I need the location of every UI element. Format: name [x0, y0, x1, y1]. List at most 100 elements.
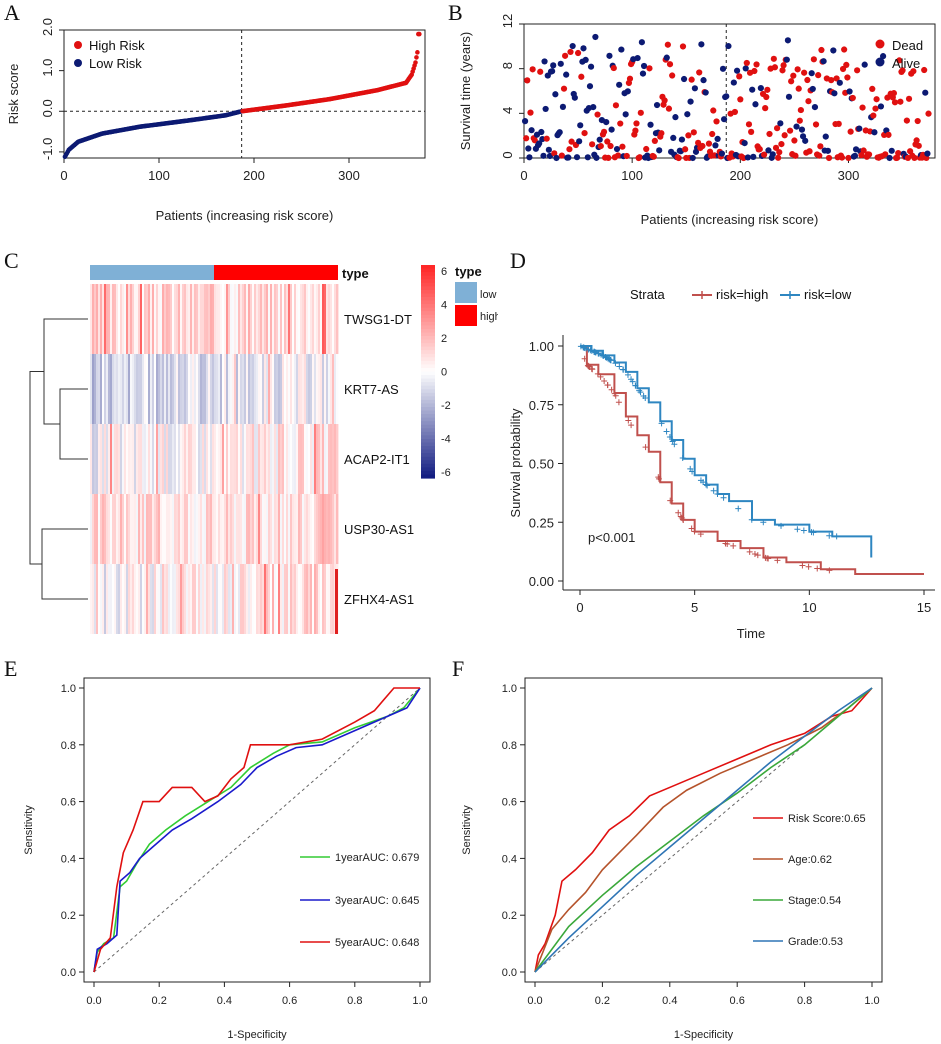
- heatmap-cell: [216, 424, 219, 494]
- heatmap-cell: [240, 284, 243, 354]
- y-tick-label: 0.50: [529, 457, 554, 472]
- survival-point: [647, 121, 654, 128]
- survival-point: [538, 128, 545, 136]
- heatmap-cell: [106, 564, 109, 634]
- heatmap-cell: [208, 564, 211, 634]
- heatmap-cell: [140, 424, 143, 494]
- heatmap-cell: [218, 494, 221, 564]
- heatmap-cell: [292, 494, 295, 564]
- survival-point: [751, 67, 758, 75]
- survival-point: [691, 85, 698, 92]
- x-tick-label: 0.4: [662, 995, 677, 1007]
- heatmap-cell: [130, 284, 133, 354]
- survival-point: [581, 130, 588, 137]
- heatmap-cell: [288, 284, 291, 354]
- panel-b-survival-time: 0 4 8 12 0 100 200 300 Patients (increasing risk…: [458, 14, 936, 227]
- survival-point: [622, 111, 629, 118]
- survival-point: [830, 47, 837, 54]
- heatmap-cell: [326, 284, 329, 354]
- heatmap-cell: [182, 424, 185, 494]
- heatmap-cell: [300, 284, 303, 354]
- heatmap-cell: [96, 494, 99, 564]
- survival-point: [658, 130, 665, 137]
- heatmap-cell: [196, 494, 199, 564]
- heatmap-cell: [264, 354, 267, 424]
- survival-point: [567, 48, 574, 56]
- censor-mark: [597, 373, 604, 380]
- heatmap-cell: [248, 424, 251, 494]
- gene-label: USP30-AS1: [344, 522, 414, 537]
- legend-marker-high: [74, 41, 82, 49]
- heatmap-cell: [108, 284, 111, 354]
- survival-point: [698, 41, 705, 48]
- heatmap-cell: [242, 284, 245, 354]
- heatmap-cell: [262, 284, 265, 354]
- survival-point: [783, 56, 790, 63]
- colorbar-segment: [421, 321, 435, 326]
- survival-point: [600, 128, 608, 135]
- survival-point: [557, 60, 564, 67]
- heatmap-cell: [204, 494, 207, 564]
- heatmap-cell: [220, 354, 223, 424]
- heatmap-cell: [232, 564, 235, 634]
- heatmap-cell: [314, 564, 317, 634]
- heatmap-cell: [314, 424, 317, 494]
- heatmap-cell: [242, 564, 245, 634]
- heatmap-cell: [138, 354, 141, 424]
- heatmap-cell: [204, 354, 207, 424]
- survival-point: [542, 105, 549, 113]
- heatmap-cell: [262, 564, 265, 634]
- type-legend-high-clip: high: [480, 311, 498, 323]
- heatmap-cell: [138, 284, 141, 354]
- survival-point: [720, 116, 728, 123]
- heatmap-cell: [206, 354, 209, 424]
- survival-point: [888, 147, 895, 154]
- survival-point: [614, 152, 622, 159]
- heatmap-cell: [106, 284, 109, 354]
- heatmap-cell: [168, 494, 171, 564]
- colorbar-segment: [421, 428, 435, 433]
- heatmap-cell: [228, 284, 231, 354]
- survival-point: [817, 143, 824, 150]
- survival-point: [699, 142, 706, 150]
- heatmap-cell: [270, 564, 273, 634]
- heatmap-cell: [150, 284, 153, 354]
- heatmap-cell: [270, 284, 273, 354]
- heatmap-cell: [154, 564, 157, 634]
- heatmap-cell: [202, 564, 205, 634]
- heatmap-cell: [320, 284, 323, 354]
- censor-mark: [748, 516, 755, 523]
- survival-point: [624, 88, 631, 95]
- survival-point: [914, 117, 921, 125]
- heatmap-cell: [302, 354, 305, 424]
- heatmap-cell: [224, 564, 227, 634]
- colorbar-segment: [421, 346, 435, 351]
- heatmap-cell: [256, 284, 259, 354]
- survival-point: [910, 68, 917, 75]
- heatmap-cell: [198, 494, 201, 564]
- heatmap-cell: [270, 494, 273, 564]
- heatmap-cell: [266, 354, 269, 424]
- heatmap-cell: [210, 354, 213, 424]
- x-axis-label: Patients (increasing risk score): [641, 212, 819, 227]
- heatmap-cell: [140, 354, 143, 424]
- heatmap-cell: [198, 564, 201, 634]
- survival-point: [653, 101, 661, 109]
- x-axis-label: Time: [737, 626, 765, 641]
- y-tick-label: 8: [500, 62, 515, 69]
- x-tick-label: 15: [917, 600, 931, 615]
- censor-mark: [762, 554, 769, 561]
- heatmap-cell: [250, 494, 253, 564]
- heatmap-cell: [324, 494, 327, 564]
- survival-point: [661, 97, 668, 104]
- survival-point: [545, 146, 552, 153]
- heatmap-cell: [300, 354, 303, 424]
- censor-mark: [615, 399, 622, 406]
- heatmap-cell: [116, 564, 119, 634]
- survival-point: [639, 70, 647, 77]
- heatmap-cell: [102, 494, 105, 564]
- heatmap-cell: [284, 564, 287, 634]
- survival-point: [723, 93, 730, 100]
- heatmap-cell: [264, 424, 267, 494]
- heatmap-cell: [272, 564, 275, 634]
